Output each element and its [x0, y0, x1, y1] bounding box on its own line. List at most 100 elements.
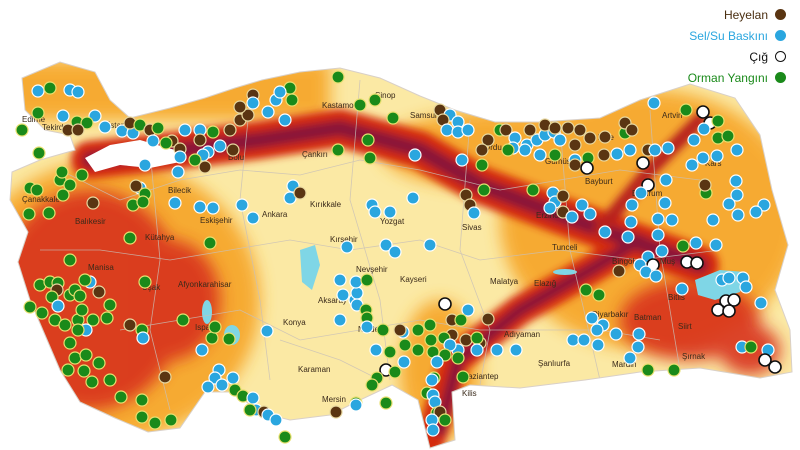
landslide-marker: [86, 196, 100, 210]
forest-fire-marker: [383, 345, 397, 359]
landslide-marker: [241, 108, 255, 122]
forest-fire-marker: [15, 123, 29, 137]
forest-fire-marker: [388, 365, 402, 379]
flood-marker: [739, 280, 753, 294]
city-label: Konya: [283, 318, 306, 327]
flood-marker: [565, 210, 579, 224]
forest-fire-marker: [63, 178, 77, 192]
forest-fire-marker: [135, 393, 149, 407]
flood-marker: [388, 245, 402, 259]
flood-marker: [336, 288, 350, 302]
flood-marker: [369, 343, 383, 357]
forest-fire-marker: [71, 323, 85, 337]
city-label: Aksaray: [318, 296, 347, 305]
forest-fire-marker: [77, 364, 91, 378]
flood-marker: [206, 201, 220, 215]
landslide-marker: [92, 285, 106, 299]
forest-fire-marker: [23, 300, 37, 314]
landslide-marker: [293, 186, 307, 200]
avalanche-marker: [711, 303, 725, 317]
forest-fire-marker: [411, 343, 425, 357]
flood-marker: [461, 303, 475, 317]
flood-marker: [490, 343, 504, 357]
city-label: Siirt: [678, 322, 693, 331]
city-label: Kırşehir: [330, 235, 358, 244]
forest-fire-marker: [159, 136, 173, 150]
city-label: Samsun: [410, 111, 439, 120]
city-label: Diyarbakır: [592, 310, 629, 319]
forest-fire-marker: [92, 356, 106, 370]
forest-fire-marker: [353, 98, 367, 112]
flood-marker: [709, 238, 723, 252]
landslide-marker: [499, 123, 513, 137]
city-label: Artvin: [662, 111, 682, 120]
flood-marker: [340, 240, 354, 254]
forest-fire-marker: [31, 106, 45, 120]
city-label: Bayburt: [585, 177, 613, 186]
avalanche-marker: [696, 105, 710, 119]
forest-fire-marker: [363, 151, 377, 165]
flood-marker: [461, 123, 475, 137]
forest-fire-dot-icon: [775, 72, 786, 83]
city-label: Balıkesir: [75, 217, 106, 226]
flood-marker: [406, 191, 420, 205]
flood-marker: [440, 123, 454, 137]
forest-fire-marker: [68, 351, 82, 365]
flood-marker: [706, 213, 720, 227]
flood-marker: [648, 143, 662, 157]
forest-fire-marker: [164, 413, 178, 427]
city-label: Çanakkale: [22, 195, 60, 204]
city-label: Nevşehir: [356, 265, 388, 274]
flood-marker: [661, 141, 675, 155]
forest-fire-marker: [56, 188, 70, 202]
flood-marker: [583, 207, 597, 221]
flood-marker: [675, 282, 689, 296]
flood-marker: [178, 123, 192, 137]
hazard-markers: [15, 70, 782, 444]
landslide-marker: [223, 123, 237, 137]
city-label: Kırıkkale: [310, 200, 342, 209]
landslide-marker: [226, 143, 240, 157]
flood-marker: [585, 311, 599, 325]
legend-item-avalanche: Çığ: [688, 46, 786, 67]
flood-marker: [658, 196, 672, 210]
flood-marker: [213, 139, 227, 153]
forest-fire-marker: [451, 351, 465, 365]
flood-marker: [430, 355, 444, 369]
legend-label: Çığ: [749, 49, 768, 64]
forest-fire-marker: [360, 273, 374, 287]
flood-marker: [467, 206, 481, 220]
flood-marker: [350, 286, 364, 300]
city-label: Afyonkarahisar: [178, 280, 232, 289]
forest-fire-marker: [151, 121, 165, 135]
city-label: Yozgat: [380, 217, 405, 226]
forest-fire-marker: [208, 320, 222, 334]
landslide-marker: [71, 123, 85, 137]
forest-fire-marker: [470, 331, 484, 345]
forest-fire-marker: [135, 410, 149, 424]
city-label: Kars: [705, 159, 721, 168]
city-label: Bilecik: [168, 186, 192, 195]
city-label: Bitlis: [668, 293, 685, 302]
flood-marker: [624, 215, 638, 229]
flood-marker: [518, 143, 532, 157]
legend-item-landslide: Heyelan: [688, 4, 786, 25]
flood-marker: [146, 134, 160, 148]
landslide-marker: [123, 318, 137, 332]
forest-fire-marker: [386, 111, 400, 125]
flood-marker: [731, 208, 745, 222]
avalanche-marker: [768, 360, 782, 374]
forest-fire-marker: [331, 143, 345, 157]
flood-marker: [687, 133, 701, 147]
city-label: Şırnak: [682, 352, 706, 361]
flood-marker: [590, 323, 604, 337]
flood-marker: [697, 122, 711, 136]
forest-fire-marker: [138, 275, 152, 289]
forest-fire-marker: [206, 125, 220, 139]
flood-marker: [689, 236, 703, 250]
legend-label: Sel/Su Baskını: [689, 28, 768, 43]
landslide-marker: [612, 264, 626, 278]
forest-fire-marker: [424, 333, 438, 347]
flood-marker: [730, 143, 744, 157]
